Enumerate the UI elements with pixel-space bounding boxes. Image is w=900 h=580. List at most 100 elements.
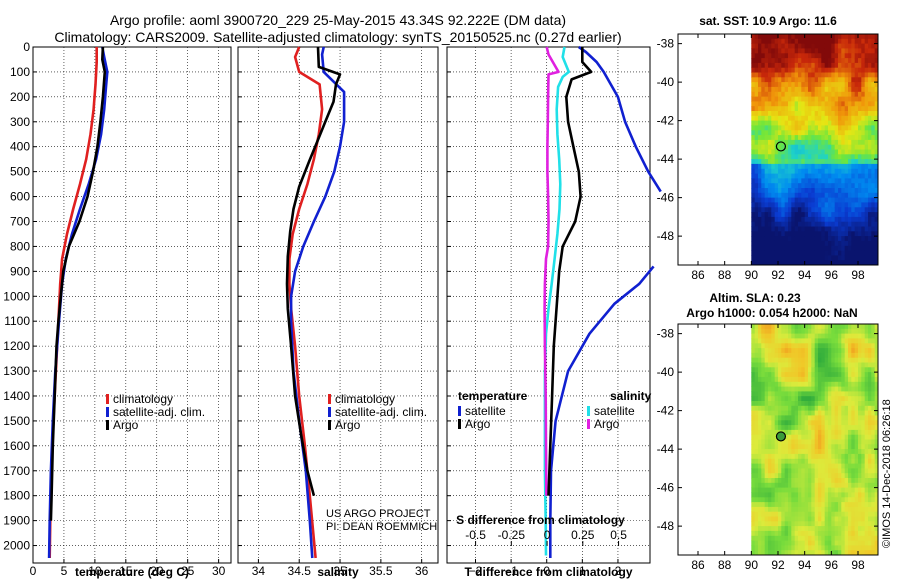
map-cell: [798, 236, 802, 242]
map-cell: [814, 410, 819, 416]
map-cell: [768, 192, 772, 198]
map-cell: [828, 207, 832, 213]
map-cell: [851, 149, 855, 155]
map-cell: [834, 497, 839, 503]
map-cell: [798, 77, 802, 83]
map-cell: [848, 535, 852, 541]
map-cell: [798, 497, 802, 503]
map-cell: [864, 550, 869, 556]
map-cell: [761, 526, 765, 532]
map-cell: [828, 96, 832, 102]
map-cell: [858, 216, 862, 223]
map-cell: [861, 236, 865, 242]
map-cell: [848, 101, 852, 107]
map-cell: [821, 511, 825, 517]
map-cell: [861, 376, 865, 383]
map-cell: [868, 362, 872, 368]
map-cell: [871, 34, 875, 40]
map-cell: [798, 444, 802, 450]
map-cell: [871, 62, 875, 69]
map-cell: [831, 381, 835, 387]
map-cell: [808, 381, 812, 387]
map-cell: [768, 43, 772, 49]
map-cell: [804, 106, 809, 112]
map-cell: [854, 144, 859, 150]
map-cell: [841, 183, 845, 189]
map-cell: [761, 328, 765, 334]
map-cell: [854, 250, 859, 256]
map-cell: [754, 530, 759, 537]
map-cell: [798, 473, 802, 479]
legend-label: Argo: [335, 418, 361, 432]
map-cell: [864, 530, 869, 537]
map-cell: [788, 396, 792, 402]
map-cell: [854, 396, 859, 402]
map-cell: [871, 386, 875, 392]
map-cell: [788, 111, 792, 117]
map-cell: [751, 324, 755, 330]
map-cell: [864, 324, 869, 330]
map-cell: [824, 43, 829, 49]
map-cell: [864, 62, 869, 69]
map-cell: [841, 429, 845, 436]
map-cell: [774, 77, 779, 83]
map-cell: [778, 473, 782, 479]
map-cell: [821, 154, 825, 160]
map-cell: [828, 178, 832, 184]
map-cell: [758, 255, 762, 261]
map-cell: [848, 221, 852, 227]
map-cell: [874, 48, 879, 54]
map-cell: [821, 240, 825, 247]
map-cell: [798, 178, 802, 184]
map-cell: [821, 352, 825, 359]
map-cell: [801, 429, 805, 436]
map-cell: [858, 188, 862, 194]
map-cell: [771, 386, 775, 392]
map-cell: [854, 188, 859, 194]
map-cell: [868, 530, 872, 537]
map-cell: [831, 410, 835, 416]
map-cell: [818, 192, 822, 198]
map-cell: [808, 53, 812, 59]
map-cell: [754, 139, 759, 146]
map-cell: [834, 96, 839, 102]
map-cell: [831, 540, 835, 546]
map-cell: [871, 173, 875, 179]
map-cell: [838, 77, 842, 83]
map-cell: [784, 212, 789, 218]
map-cell: [808, 130, 812, 136]
map-cell: [794, 245, 799, 251]
map-cell: [764, 396, 769, 402]
map-cell: [861, 516, 865, 522]
map-cell: [798, 410, 802, 416]
map-cell: [781, 216, 785, 223]
map-cell: [821, 72, 825, 78]
map-cell: [804, 67, 809, 73]
map-cell: [874, 101, 879, 107]
map-cell: [874, 449, 879, 455]
map-cell: [858, 458, 862, 464]
map-cell: [814, 391, 819, 397]
map-cell: [754, 115, 759, 121]
map-cell: [768, 401, 772, 407]
s-tick-label: -0.25: [498, 528, 526, 542]
map-cell: [841, 250, 845, 256]
map-cell: [761, 106, 765, 112]
map-cell: [771, 540, 775, 546]
map-cell: [808, 463, 812, 469]
map-cell: [844, 444, 849, 450]
map-cell: [764, 482, 769, 488]
map-cell: [858, 67, 862, 73]
map-cell: [854, 381, 859, 387]
map-cell: [814, 429, 819, 436]
map-cell: [801, 240, 805, 247]
map-cell: [871, 550, 875, 556]
map-cell: [871, 178, 875, 184]
map-cell: [874, 516, 879, 522]
map-cell: [871, 396, 875, 402]
map-cell: [791, 482, 795, 488]
map-cell: [874, 492, 879, 498]
map-cell: [768, 324, 772, 330]
map-y-tick-label: -44: [657, 152, 675, 166]
map-cell: [801, 125, 805, 131]
